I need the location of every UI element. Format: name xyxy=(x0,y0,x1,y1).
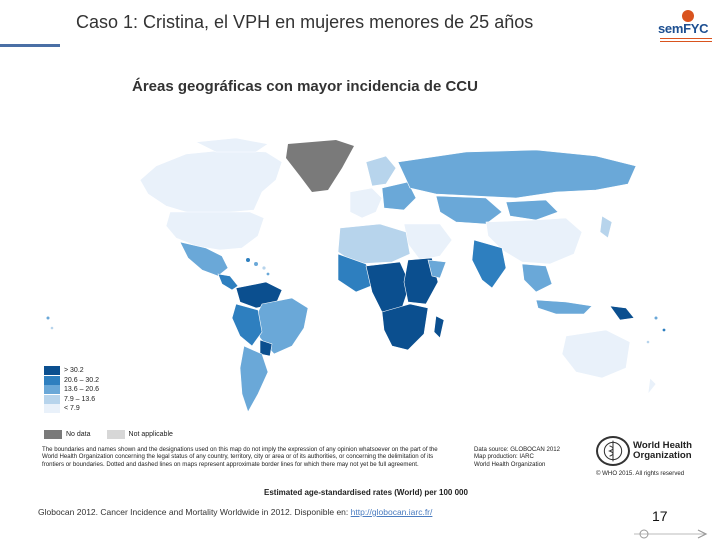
region-greenland xyxy=(286,140,354,192)
region-india xyxy=(471,239,507,289)
not-applicable-label: Not applicable xyxy=(128,431,173,438)
page-number: 17 xyxy=(652,508,668,524)
region-peru-bolivia xyxy=(231,303,263,347)
legend-row: > 30.2 xyxy=(44,366,99,376)
legend-label: > 30.2 xyxy=(64,367,84,375)
region-horn-africa xyxy=(427,259,447,279)
region-central-america xyxy=(217,273,239,291)
rates-label: Estimated age-standardised rates (World)… xyxy=(264,488,468,497)
legend-swatch-0 xyxy=(44,366,60,376)
nav-arrow-icon[interactable] xyxy=(634,528,714,540)
who-line-1: World Health xyxy=(633,440,692,451)
legend-row: 13.6 – 20.6 xyxy=(44,385,99,395)
region-caribbean-2 xyxy=(254,262,258,266)
logo-subtitle-lines xyxy=(660,38,712,44)
citation: Globocan 2012. Cancer Incidence and Mort… xyxy=(38,507,432,517)
region-central-africa xyxy=(365,261,411,313)
who-logo: World Health Organization xyxy=(596,436,692,466)
region-southeast-asia xyxy=(521,263,553,293)
region-russia xyxy=(397,149,637,199)
region-new-zealand xyxy=(647,377,657,396)
source-line-2: Map production: IARC xyxy=(474,453,534,461)
region-australia xyxy=(561,329,631,379)
map-legend: > 30.2 20.6 – 30.2 13.6 – 20.6 7.9 – 13.… xyxy=(44,366,99,414)
region-png xyxy=(609,305,635,321)
not-applicable-swatch xyxy=(106,430,125,439)
who-name: World Health Organization xyxy=(633,441,692,461)
region-east-africa xyxy=(403,257,439,305)
legend-swatch-2 xyxy=(44,385,60,395)
no-data-label: No data xyxy=(66,431,91,438)
citation-text: Globocan 2012. Cancer Incidence and Mort… xyxy=(38,507,351,517)
data-source: Data source: GLOBOCAN 2012 Map productio… xyxy=(474,446,594,468)
region-canada xyxy=(139,149,283,217)
legend-label: 20.6 – 30.2 xyxy=(64,376,100,384)
region-argentina-chile xyxy=(239,345,269,413)
legend-nodata: No data Not applicable xyxy=(44,430,189,439)
region-west-africa xyxy=(337,253,377,293)
legend-swatch-3 xyxy=(44,394,60,404)
who-copyright: © WHO 2015. All rights reserved xyxy=(596,470,685,477)
region-indonesia xyxy=(535,299,593,315)
region-mongolia xyxy=(505,199,559,221)
region-eastern-europe xyxy=(381,181,417,211)
region-usa xyxy=(165,211,265,251)
region-middle-east xyxy=(403,223,453,261)
map-disclaimer: The boundaries and names shown and the d… xyxy=(42,446,438,468)
who-emblem-icon xyxy=(596,436,630,466)
world-map xyxy=(46,137,666,413)
title-rule xyxy=(0,44,60,47)
region-arctic-islands xyxy=(194,137,269,153)
semfyc-logo: semFYC xyxy=(656,8,716,48)
region-western-europe xyxy=(349,187,383,219)
region-pacific-5 xyxy=(646,340,650,344)
region-mexico xyxy=(179,241,229,277)
source-line-1: Data source: GLOBOCAN 2012 xyxy=(474,446,561,453)
region-caribbean-3 xyxy=(262,266,266,270)
legend-row: 7.9 – 13.6 xyxy=(44,394,99,405)
no-data-swatch xyxy=(44,430,62,439)
region-madagascar xyxy=(433,315,445,339)
legend-swatch-1 xyxy=(44,375,60,385)
logo-text: semFYC xyxy=(658,21,709,36)
region-caribbean-4 xyxy=(266,272,270,276)
region-scandinavia xyxy=(365,155,397,187)
legend-row: 20.6 – 30.2 xyxy=(44,375,100,386)
legend-label: 13.6 – 20.6 xyxy=(64,386,100,394)
region-north-africa xyxy=(337,223,411,265)
region-pacific-2 xyxy=(50,326,54,330)
globocan-link[interactable]: http://globocan.iarc.fr/ xyxy=(350,507,433,517)
region-pacific-1 xyxy=(46,316,50,320)
region-caribbean-1 xyxy=(246,258,250,262)
region-pacific-4 xyxy=(662,328,666,332)
region-kazakhstan xyxy=(435,195,503,225)
source-line-3: World Health Organization xyxy=(474,460,546,468)
legend-swatch-4 xyxy=(44,404,60,414)
who-line-2: Organization xyxy=(633,450,692,461)
map-title: Áreas geográficas con mayor incidencia d… xyxy=(132,78,478,95)
region-china xyxy=(485,217,583,265)
region-paraguay xyxy=(259,339,273,357)
legend-label: 7.9 – 13.6 xyxy=(64,395,96,403)
legend-label: < 7.9 xyxy=(64,405,80,413)
region-pacific-3 xyxy=(654,316,658,320)
region-southern-africa xyxy=(381,303,429,351)
region-japan xyxy=(599,215,613,239)
legend-row: < 7.9 xyxy=(44,404,99,414)
slide-title: Caso 1: Cristina, el VPH en mujeres meno… xyxy=(76,12,534,32)
logo-emblem-icon xyxy=(682,10,694,22)
